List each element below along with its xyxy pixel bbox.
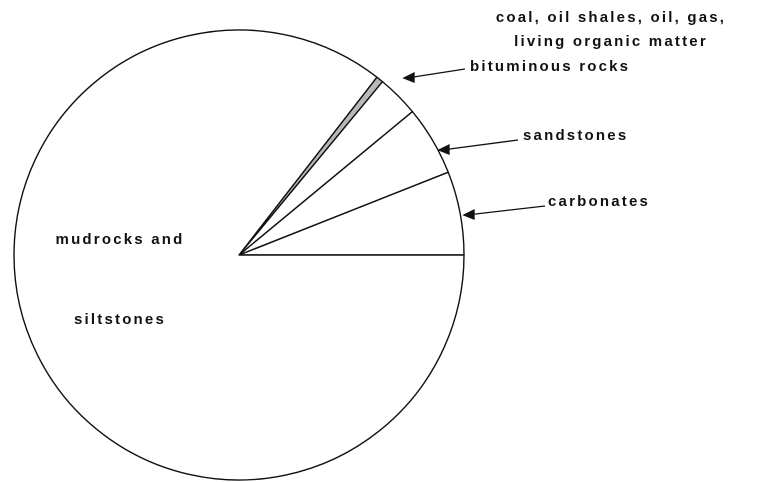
pie-slice [13, 29, 465, 481]
slice-label: sandstones [523, 127, 629, 144]
slice-label: carbonates [548, 193, 651, 210]
label-arrows [402, 68, 546, 220]
slice-label: coal, oil shales, oil, gas, living organ… [495, 9, 727, 50]
arrowhead [437, 143, 450, 155]
arrow [441, 139, 519, 151]
arrow [466, 205, 546, 216]
arrowhead [402, 71, 415, 83]
slice-label: bituminous rocks [470, 58, 631, 75]
arrow [406, 68, 466, 79]
slice-label: mudrocks and siltstones [55, 231, 185, 328]
arrowhead [462, 208, 475, 220]
